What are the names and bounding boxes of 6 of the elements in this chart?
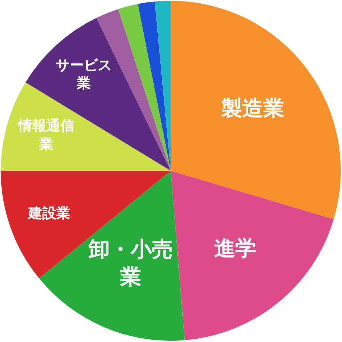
slice-label: 情報通信業 [18,118,75,153]
slice-label: 建設業 [27,206,70,222]
slice-label: 卸・小売業 [88,238,174,289]
slice-label: 進学 [214,236,256,261]
slice-label: 製造業 [220,96,284,120]
slice-label: サービス業 [56,58,112,92]
